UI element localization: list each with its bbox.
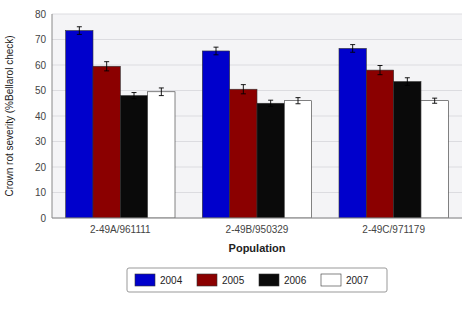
grid-line xyxy=(52,218,462,219)
error-bar-stem xyxy=(407,78,408,86)
error-bar-cap xyxy=(132,92,137,93)
bar xyxy=(284,101,311,218)
y-tick-label: 20 xyxy=(35,162,47,173)
error-bar-cap xyxy=(132,98,137,99)
error-bar-stem xyxy=(106,62,107,71)
bar xyxy=(257,103,284,218)
error-bar-stem xyxy=(216,47,217,55)
chart: 0 10 20 30 40 50 60 70 80 2-49A/961111 2-49B/95032… xyxy=(0,0,474,316)
x-tick-label: 2-49A/961111 xyxy=(90,224,151,235)
error-bar xyxy=(132,93,137,99)
error-bar xyxy=(104,62,109,71)
legend-frame xyxy=(127,268,387,292)
plot-background xyxy=(52,14,462,218)
error-bar-cap xyxy=(104,70,109,71)
marks xyxy=(66,27,449,218)
error-bar-cap xyxy=(296,103,301,104)
error-bar-stem xyxy=(270,100,271,106)
error-bar-cap xyxy=(159,87,164,88)
legend: 2004 2005 2006 2007 xyxy=(127,268,387,292)
error-bar xyxy=(350,45,355,53)
y-tick-label: 70 xyxy=(35,34,47,45)
legend-label: 2004 xyxy=(160,275,183,286)
series xyxy=(66,27,367,218)
legend-swatch xyxy=(135,274,155,286)
error-bar-cap xyxy=(214,54,219,55)
error-bar-cap xyxy=(268,106,273,107)
grid-line xyxy=(52,65,462,66)
bar xyxy=(93,66,120,218)
bar xyxy=(366,70,393,218)
error-bar-cap xyxy=(350,44,355,45)
error-bar-stem xyxy=(352,45,353,53)
legend-label: 2005 xyxy=(222,275,245,286)
bar xyxy=(66,31,93,218)
error-bar-stem xyxy=(434,98,435,103)
error-bar-cap xyxy=(432,103,437,104)
error-bar-cap xyxy=(268,100,273,101)
legend-swatch xyxy=(259,274,279,286)
error-bar xyxy=(432,98,437,103)
bar xyxy=(394,82,421,218)
error-bar-stem xyxy=(243,85,244,94)
series xyxy=(148,88,449,218)
error-bar-cap xyxy=(405,85,410,86)
bar xyxy=(230,89,257,218)
y-axis-label: Crown rot severity (%Bellarol check) xyxy=(4,35,15,196)
series xyxy=(93,62,394,218)
error-bar xyxy=(405,78,410,86)
bar xyxy=(339,48,366,218)
error-bar-stem xyxy=(380,66,381,75)
y-tick-label: 10 xyxy=(35,187,47,198)
legend-label: 2007 xyxy=(346,275,369,286)
error-bar-cap xyxy=(77,26,82,27)
y-tick-label: 30 xyxy=(35,136,47,147)
error-bar-cap xyxy=(378,74,383,75)
error-bar-stem xyxy=(79,27,80,35)
error-bar-stem xyxy=(134,93,135,99)
error-bar xyxy=(296,98,301,104)
y-tick-label: 40 xyxy=(35,111,47,122)
error-bar-cap xyxy=(241,84,246,85)
error-bar-cap xyxy=(378,65,383,66)
legend-swatch xyxy=(321,274,341,286)
y-tick-label: 80 xyxy=(35,9,47,20)
x-axis-line xyxy=(52,218,462,219)
error-bar-cap xyxy=(432,98,437,99)
series xyxy=(120,78,421,218)
bar xyxy=(202,51,229,218)
legend-swatch xyxy=(197,274,217,286)
y-tick-label: 60 xyxy=(35,60,47,71)
error-bar-cap xyxy=(214,47,219,48)
x-axis-label: Population xyxy=(229,242,286,254)
x-tick-label: 2-49B/950329 xyxy=(226,224,289,235)
grid xyxy=(52,14,462,218)
x-tick-label: 2-49C/971179 xyxy=(362,224,425,235)
error-bar-cap xyxy=(104,61,109,62)
error-bar xyxy=(214,47,219,55)
y-tick-label: 0 xyxy=(40,213,46,224)
error-bar-cap xyxy=(350,52,355,53)
error-bar-stem xyxy=(161,88,162,96)
error-bar xyxy=(77,27,82,35)
error-bar xyxy=(241,85,246,94)
error-bar-cap xyxy=(77,34,82,35)
error-bar-cap xyxy=(241,93,246,94)
grid-line xyxy=(52,14,462,15)
error-bar-cap xyxy=(405,77,410,78)
error-bar xyxy=(159,88,164,96)
error-bar-cap xyxy=(296,97,301,98)
error-bar-stem xyxy=(298,98,299,104)
bar xyxy=(421,101,448,218)
legend-label: 2006 xyxy=(284,275,307,286)
grid-line xyxy=(52,39,462,40)
bar xyxy=(148,92,175,218)
error-bar xyxy=(378,66,383,75)
error-bar xyxy=(268,100,273,106)
y-tick-label: 50 xyxy=(35,85,47,96)
bar xyxy=(120,96,147,218)
y-axis-line xyxy=(52,14,53,218)
error-bar-cap xyxy=(159,95,164,96)
